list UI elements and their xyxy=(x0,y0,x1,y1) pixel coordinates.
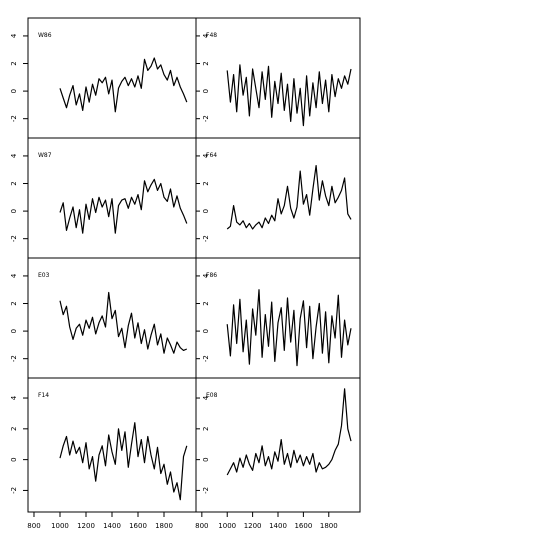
y-tick-label: 0 xyxy=(202,329,210,333)
panel-frame xyxy=(195,137,361,259)
series-line xyxy=(226,165,352,230)
series-line xyxy=(59,57,188,113)
panel-title: E03 xyxy=(38,272,50,279)
y-tick-label: 0 xyxy=(202,89,210,93)
series-line xyxy=(226,289,352,367)
x-tick-label: 1800 xyxy=(320,522,338,530)
panel-frame xyxy=(27,377,197,513)
panel-frame xyxy=(195,257,361,379)
y-tick-label: -2 xyxy=(10,487,18,494)
panel-title: F14 xyxy=(38,392,49,399)
panel-title: F48 xyxy=(206,32,217,39)
x-tick-label: 800 xyxy=(195,522,208,530)
y-tick-label: 2 xyxy=(202,427,210,431)
x-tick-label: 1000 xyxy=(218,522,236,530)
x-tick-label: 1400 xyxy=(269,522,287,530)
panel-frame xyxy=(27,137,197,259)
y-tick-label: 0 xyxy=(10,89,18,93)
y-tick-label: 4 xyxy=(10,33,18,38)
y-tick-label: 0 xyxy=(202,457,210,461)
x-tick-label: 1600 xyxy=(294,522,312,530)
y-tick-label: -2 xyxy=(10,235,18,242)
panel-title: F64 xyxy=(206,152,217,159)
y-tick-label: 2 xyxy=(10,181,18,185)
y-tick-label: 0 xyxy=(10,457,18,461)
y-tick-label: -2 xyxy=(202,235,210,242)
x-tick-label: 1400 xyxy=(103,522,121,530)
y-tick-label: 0 xyxy=(202,209,210,213)
y-tick-label: -2 xyxy=(202,355,210,362)
panel-frame xyxy=(195,17,361,139)
panel-frame xyxy=(195,377,361,513)
x-tick-label: 800 xyxy=(27,522,40,530)
x-tick-label: 1200 xyxy=(244,522,262,530)
panel-frame xyxy=(27,17,197,139)
y-tick-label: 0 xyxy=(10,329,18,333)
panel-title: E08 xyxy=(206,392,218,399)
series-line xyxy=(59,291,188,354)
y-tick-label: 4 xyxy=(202,33,210,38)
y-tick-label: 2 xyxy=(202,301,210,305)
y-tick-label: 4 xyxy=(202,153,210,158)
y-tick-label: 2 xyxy=(10,427,18,431)
y-tick-label: 0 xyxy=(10,209,18,213)
panel-title: W86 xyxy=(38,32,52,39)
x-tick-label: 1600 xyxy=(129,522,147,530)
y-tick-label: 2 xyxy=(10,301,18,305)
y-tick-label: 4 xyxy=(10,395,18,400)
y-tick-label: 2 xyxy=(10,61,18,65)
y-tick-label: 4 xyxy=(10,153,18,158)
y-tick-label: -2 xyxy=(10,115,18,122)
y-tick-label: 4 xyxy=(202,395,210,400)
y-tick-label: -2 xyxy=(202,115,210,122)
x-tick-label: 1000 xyxy=(51,522,69,530)
y-tick-label: 2 xyxy=(202,61,210,65)
y-tick-label: 2 xyxy=(202,181,210,185)
series-line xyxy=(226,388,352,476)
y-tick-label: -2 xyxy=(202,487,210,494)
panel-title: W87 xyxy=(38,152,52,159)
x-tick-label: 1200 xyxy=(77,522,95,530)
series-line xyxy=(59,422,188,501)
series-line xyxy=(59,178,188,234)
series-line xyxy=(226,64,352,127)
y-tick-label: 4 xyxy=(10,273,18,278)
x-tick-label: 1800 xyxy=(155,522,173,530)
y-tick-label: -2 xyxy=(10,355,18,362)
panel-title: F86 xyxy=(206,272,217,279)
y-tick-label: 4 xyxy=(202,273,210,278)
